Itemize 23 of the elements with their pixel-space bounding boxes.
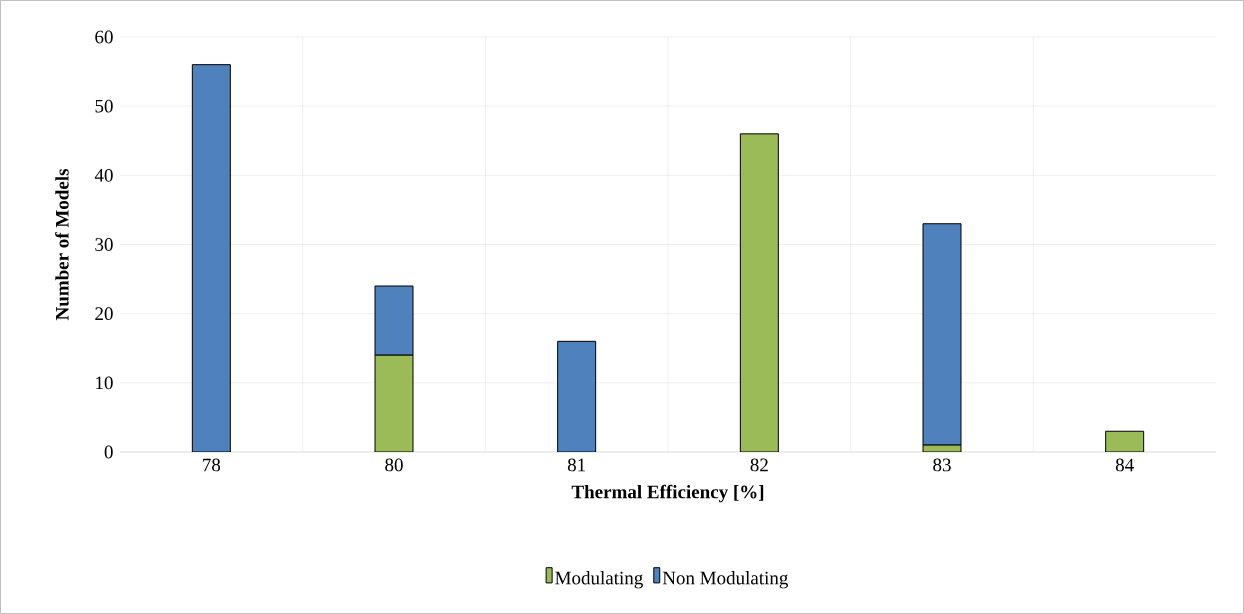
- x-tick-label: 83: [933, 458, 951, 472]
- x-tick-label: 82: [750, 458, 768, 472]
- bar: [922, 223, 962, 446]
- bar: [374, 354, 414, 452]
- x-tick-label: 81: [567, 458, 586, 472]
- legend-label: Modulating: [555, 571, 643, 589]
- x-tick-label: 78: [203, 458, 221, 472]
- bar: [739, 133, 779, 452]
- y-tick-label: 60: [95, 30, 113, 44]
- y-tick-label: 40: [94, 168, 113, 182]
- y-tick-label: 30: [95, 238, 113, 251]
- bar: [557, 340, 597, 452]
- y-tick-label: 10: [96, 376, 113, 390]
- x-tick-label: 80: [385, 458, 403, 472]
- y-tick-label: 0: [104, 445, 113, 459]
- y-axis-title: Number of Models: [55, 168, 69, 321]
- bar: [191, 64, 231, 452]
- legend-label: Non Modulating: [662, 571, 788, 589]
- y-tick-label: 50: [95, 99, 113, 113]
- bar: [374, 285, 414, 356]
- x-axis-title: Thermal Efficiency [%]: [571, 484, 764, 503]
- y-tick-label: 20: [95, 307, 113, 321]
- x-tick-label: 84: [1115, 458, 1134, 472]
